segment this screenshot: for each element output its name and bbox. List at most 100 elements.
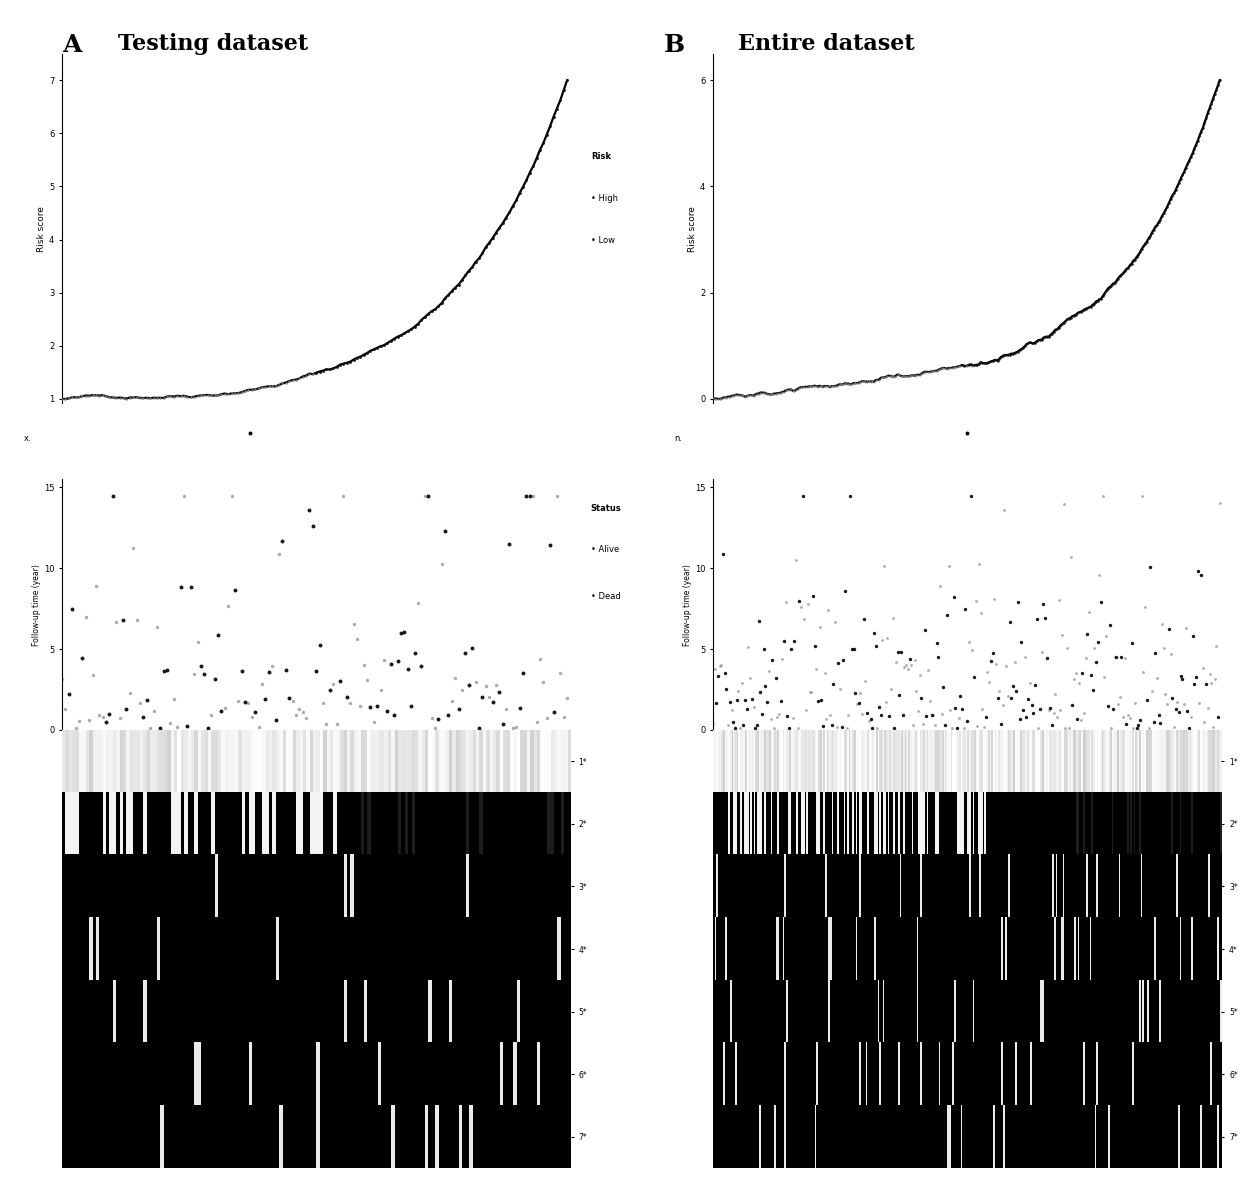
Point [523,156,543,175]
Point [869,371,889,390]
Point [830,679,849,699]
Point [916,362,936,381]
Point [415,308,435,327]
Point [503,197,523,216]
Point [842,639,862,658]
Point [218,385,238,404]
Point [820,706,839,725]
Point [109,708,129,727]
Text: Testing dataset: Testing dataset [118,33,308,55]
Point [862,719,882,738]
Point [1148,706,1168,725]
Point [781,380,801,399]
Point [1040,325,1060,344]
Point [1132,486,1152,505]
Point [972,700,992,719]
Point [1013,701,1033,720]
Point [144,389,164,408]
Point [275,660,295,679]
Point [874,557,894,576]
Point [1169,173,1189,192]
Point [755,676,775,695]
Point [435,288,455,308]
Point [316,360,336,379]
Point [353,346,373,365]
Point [754,639,774,658]
Point [455,266,475,285]
Point [739,386,759,405]
Point [255,690,275,709]
Point [279,689,299,708]
Point [994,501,1014,520]
Point [1027,609,1047,628]
Point [862,372,882,391]
Point [412,310,432,329]
Point [337,353,357,372]
Point [89,706,109,725]
Point [107,389,126,408]
Point [915,362,935,381]
Point [1115,261,1135,280]
Point [1014,336,1034,355]
Point [852,372,872,391]
Point [154,389,174,408]
Point [779,380,799,399]
Point [957,423,977,442]
Point [303,517,322,536]
Point [806,659,826,678]
Point [787,719,807,738]
Point [136,389,156,408]
Point [1202,673,1221,693]
Point [1083,296,1102,315]
Point [134,389,154,408]
Point [476,677,496,696]
Point [745,719,765,738]
Point [510,699,529,718]
Point [771,383,791,402]
Point [1032,642,1052,662]
Point [1118,706,1138,725]
Point [330,672,350,691]
Point [725,386,745,405]
Point [404,642,424,662]
Point [971,603,991,622]
Point [1012,633,1032,652]
Point [205,386,224,405]
Point [148,617,167,637]
Point [238,694,258,713]
Point [324,675,343,694]
Point [1184,139,1204,159]
Point [224,384,244,403]
Point [820,378,839,397]
Point [455,644,475,663]
Point [523,486,543,505]
Point [1105,647,1125,666]
Point [1100,616,1120,635]
Point [810,377,830,396]
Point [774,632,794,651]
Point [1074,300,1094,319]
Point [949,356,968,375]
Point [259,377,279,396]
Point [1068,709,1087,728]
Point [1079,603,1099,622]
Point [1095,668,1115,687]
Point [993,696,1013,715]
Point [1110,688,1130,707]
Point [330,355,350,374]
Point [924,706,944,725]
Point [93,707,113,726]
Point [707,694,727,713]
Point [919,362,939,381]
Point [83,665,103,684]
Point [343,615,363,634]
Point [753,383,773,402]
Point [861,372,880,391]
Point [479,687,498,706]
Point [773,650,792,669]
Point [842,374,862,393]
Point [857,704,877,724]
Point [763,651,782,670]
Point [144,702,164,721]
Point [998,687,1018,706]
